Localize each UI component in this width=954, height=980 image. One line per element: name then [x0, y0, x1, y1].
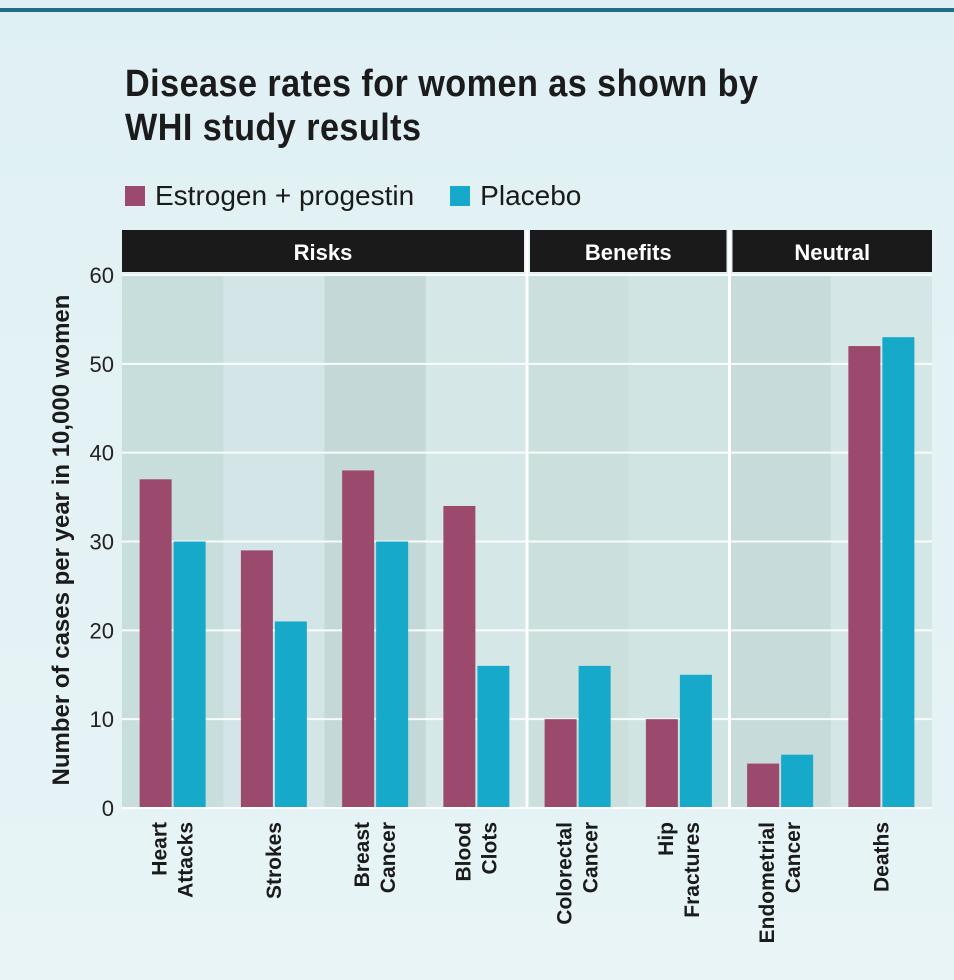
x-tick-label-3-1: Clots	[478, 822, 501, 875]
x-tick-label-4-1: Cancer	[580, 822, 603, 893]
legend-item-estrogen: Estrogen + progestin	[125, 180, 414, 212]
group-header-neutral	[732, 230, 932, 272]
y-tick-label-0: 0	[102, 796, 114, 821]
group-header-label-neutral: Neutral	[794, 240, 870, 265]
y-tick-label-30: 30	[90, 530, 114, 555]
bar-estrogen-6	[747, 763, 780, 808]
bar-placebo-0	[173, 541, 206, 808]
x-tick-label-2-0: Breast	[351, 822, 374, 887]
x-tick-label-0-0: Heart	[149, 822, 172, 876]
legend-label-placebo: Placebo	[480, 180, 582, 211]
x-tick-label-3-0: Blood	[452, 822, 475, 881]
bar-placebo-4	[578, 665, 611, 808]
x-tick-label-1-0: Strokes	[263, 822, 286, 899]
bar-estrogen-0	[139, 479, 172, 808]
x-tick-label-4-0: Colorectal	[554, 822, 577, 925]
bar-estrogen-4	[544, 719, 577, 808]
bar-estrogen-5	[645, 719, 678, 808]
x-tick-label-0-1: Attacks	[175, 822, 198, 898]
x-tick-label-5-1: Fractures	[681, 822, 704, 918]
group-header-risks	[122, 230, 524, 272]
bar-estrogen-3	[443, 505, 476, 808]
bar-estrogen-7	[848, 346, 881, 808]
y-tick-label-60: 60	[90, 263, 114, 288]
y-tick-label-10: 10	[90, 707, 114, 732]
x-tick-label-7-0: Deaths	[870, 822, 893, 892]
x-tick-label-6-1: Cancer	[782, 822, 805, 893]
group-header-label-risks: Risks	[294, 240, 353, 265]
y-tick-label-20: 20	[90, 618, 114, 643]
group-header-label-benefits: Benefits	[585, 240, 672, 265]
legend-swatch-estrogen	[125, 186, 145, 206]
x-tick-label-6-0: Endometrial	[756, 822, 779, 943]
chart-title: Disease rates for women as shown by WHI …	[125, 63, 759, 149]
legend-swatch-placebo	[450, 186, 471, 206]
y-tick-label-50: 50	[90, 352, 114, 377]
y-tick-label-40: 40	[90, 441, 114, 466]
bar-placebo-7	[882, 337, 915, 808]
bar-placebo-6	[781, 754, 814, 808]
bar-placebo-2	[376, 541, 409, 808]
legend-item-placebo: Placebo	[450, 180, 581, 212]
bar-placebo-5	[679, 674, 712, 808]
bar-placebo-3	[477, 665, 510, 808]
top-rule	[0, 8, 954, 12]
bar-estrogen-2	[342, 470, 375, 808]
x-tick-label-5-0: Hip	[655, 822, 678, 856]
x-tick-label-2-1: Cancer	[377, 822, 400, 893]
group-header-benefits	[530, 230, 727, 272]
legend: Estrogen + progestin Placebo	[125, 178, 581, 214]
bar-estrogen-1	[240, 550, 273, 808]
legend-label-estrogen: Estrogen + progestin	[155, 180, 415, 211]
bar-placebo-1	[274, 621, 307, 808]
